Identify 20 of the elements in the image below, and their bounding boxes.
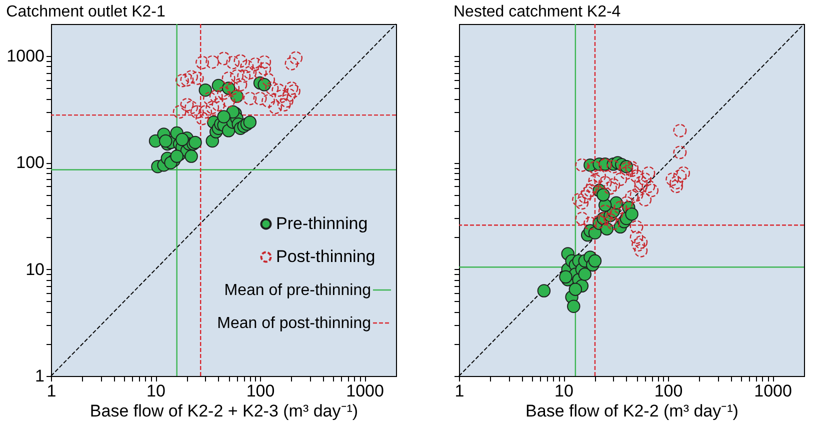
y-tick-label: 10 bbox=[26, 260, 44, 279]
x-tick-label: 10 bbox=[554, 382, 574, 400]
x-tick-label: 100 bbox=[246, 382, 275, 400]
legend-label: Pre-thinning bbox=[276, 214, 368, 233]
x-tick-label: 100 bbox=[654, 382, 683, 400]
x-tick-label: 1 bbox=[454, 382, 464, 400]
x-tick-label: 1000 bbox=[346, 382, 384, 400]
chart-title: Nested catchment K2-4 bbox=[454, 3, 621, 20]
ref-line-label: Mean of post-thinning bbox=[217, 315, 371, 332]
x-tick-label: 1000 bbox=[754, 382, 792, 400]
x-axis-title: Base flow of K2-2 + K2-3 (m³ day⁻¹) bbox=[90, 402, 358, 420]
y-tick-label: 1 bbox=[35, 366, 44, 386]
legend-label: Post-thinning bbox=[276, 247, 376, 266]
x-tick-label: 10 bbox=[146, 382, 166, 400]
x-tick-label: 1 bbox=[46, 382, 56, 400]
chart-title: Catchment outlet K2-1 bbox=[6, 3, 166, 20]
y-tick-label: 1000 bbox=[6, 46, 44, 66]
ref-line-label: Mean of pre-thinning bbox=[224, 282, 371, 299]
y-tick-label: 100 bbox=[16, 153, 44, 172]
x-axis-title: Base flow of K2-2 (m³ day⁻¹) bbox=[526, 402, 738, 420]
